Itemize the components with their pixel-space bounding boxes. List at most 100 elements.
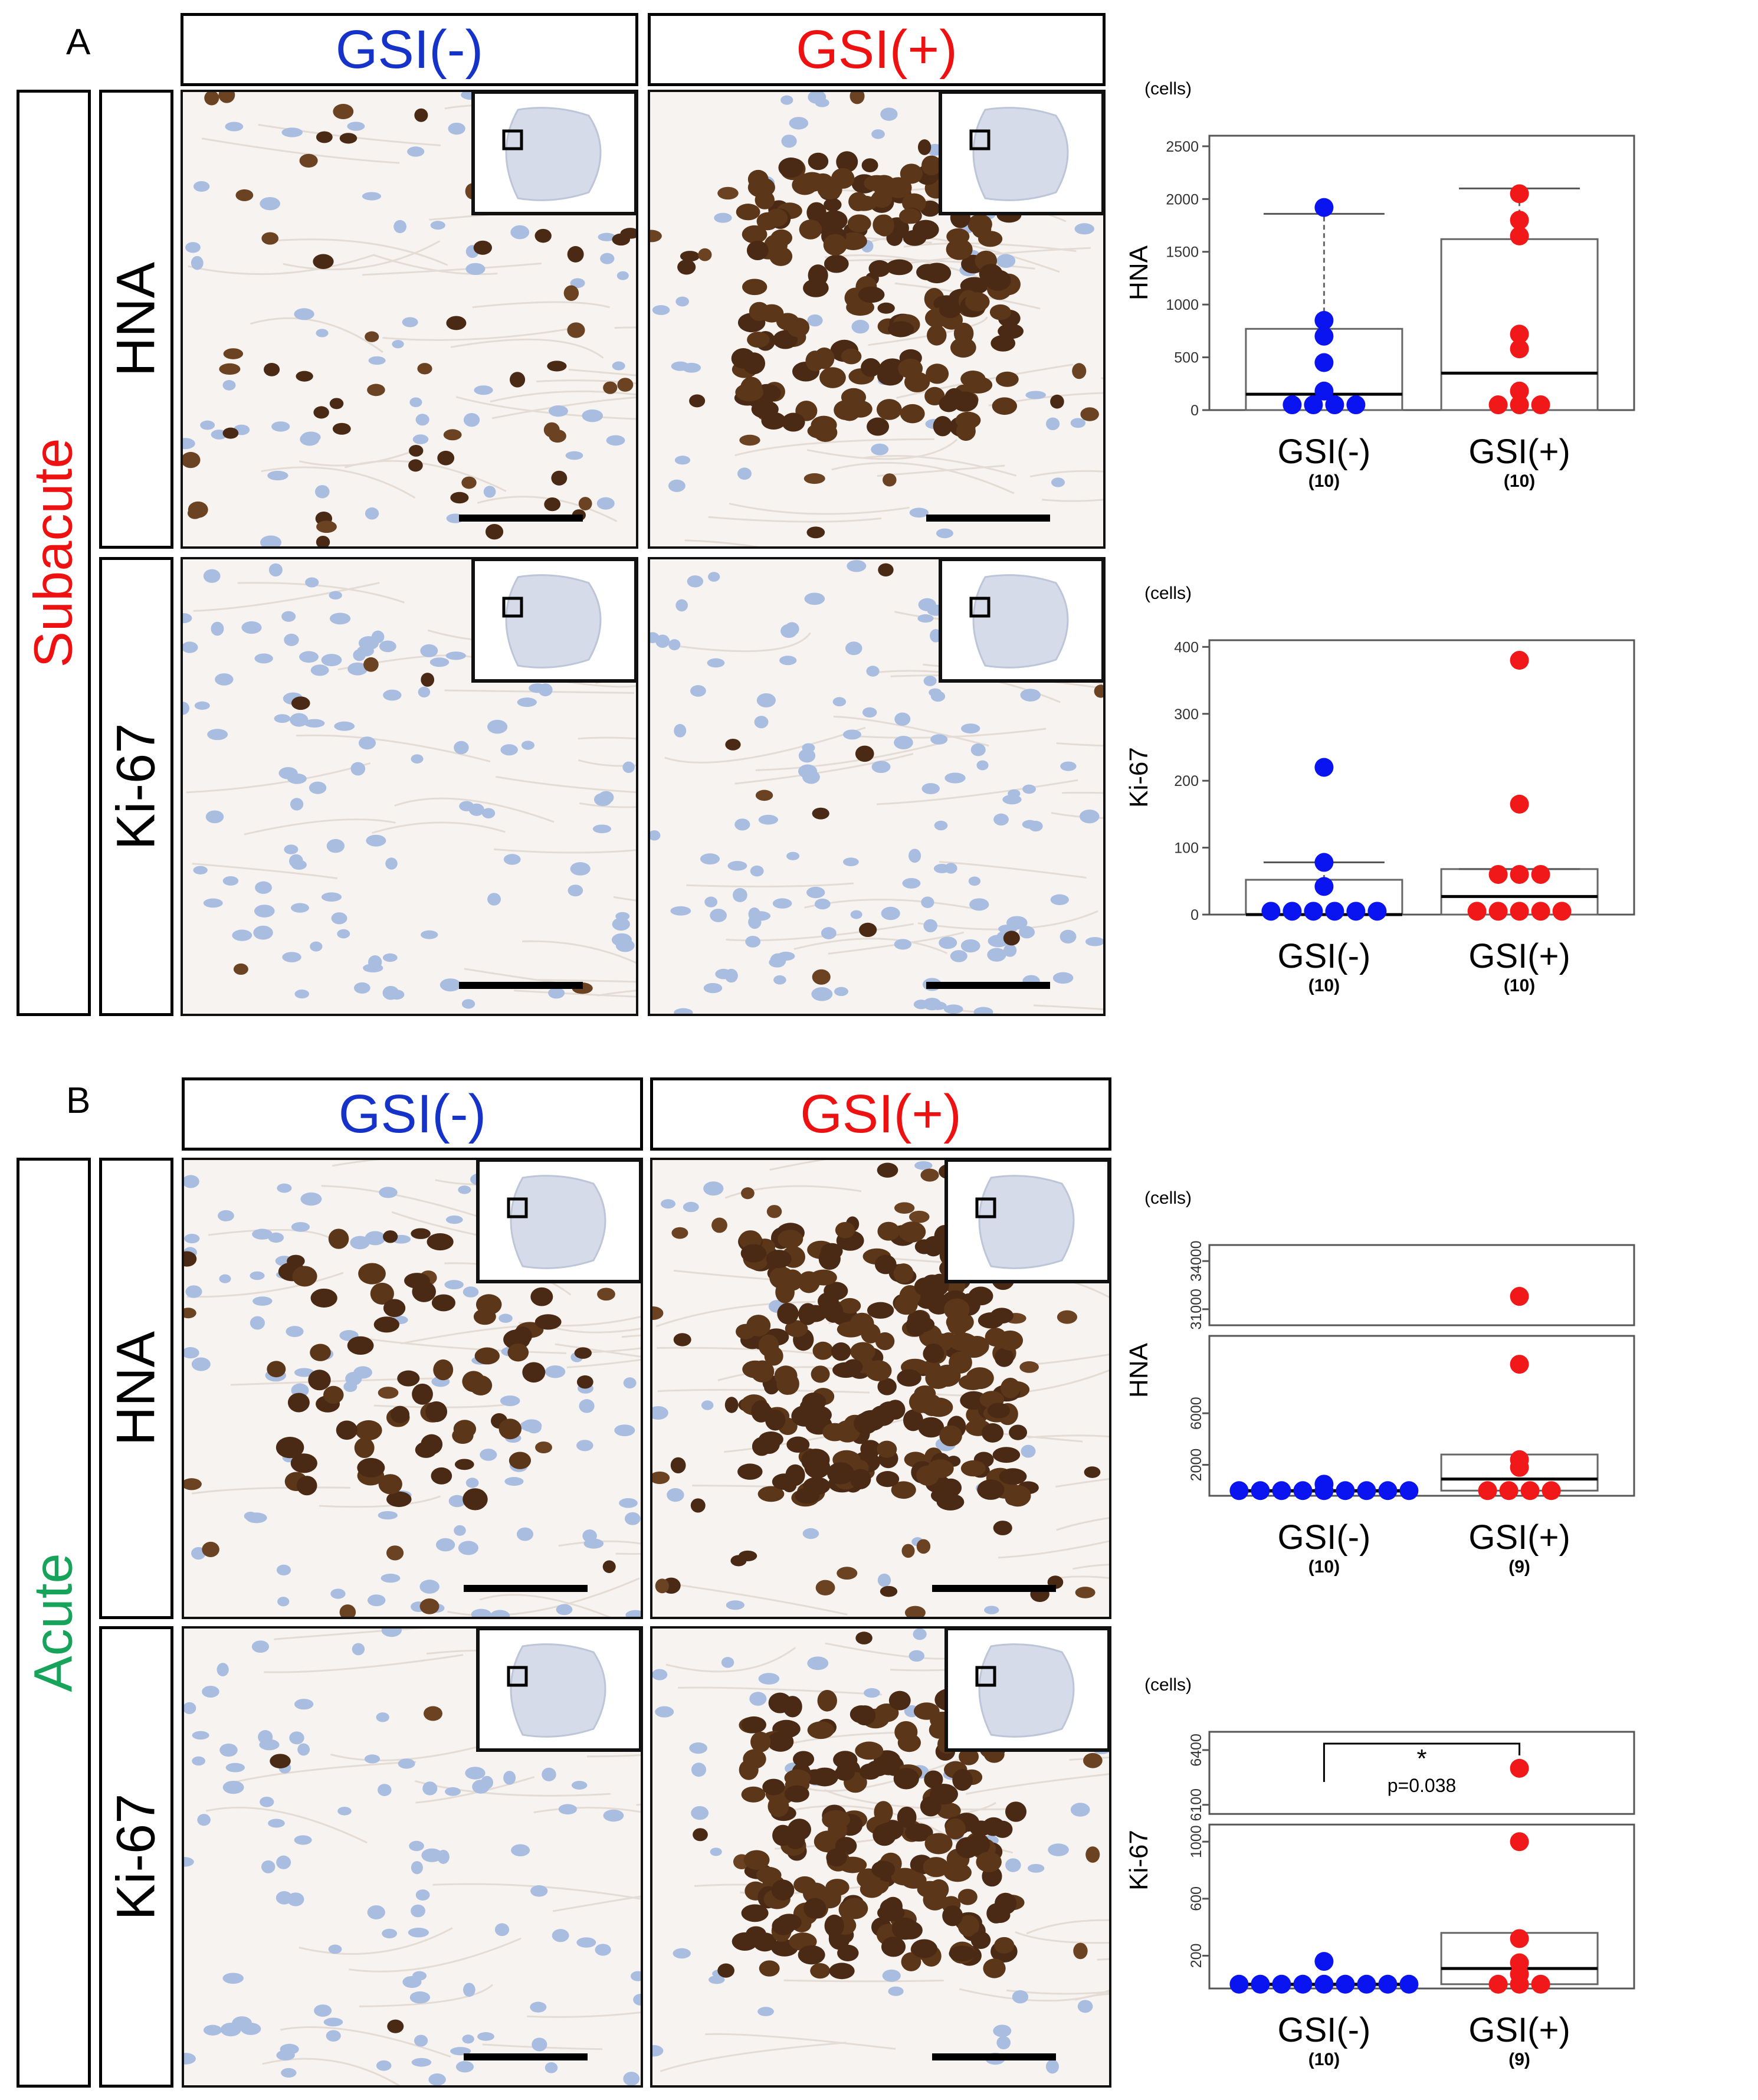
nucleus-brown: [861, 158, 878, 173]
nucleus-blue: [276, 1564, 291, 1576]
nucleus-brown: [798, 1303, 818, 1325]
x-category-label: GSI(+): [1468, 433, 1570, 471]
nucleus-blue: [542, 1767, 556, 1781]
nucleus-brown: [323, 1385, 344, 1404]
nucleus-blue: [703, 1181, 724, 1196]
nucleus-blue: [1027, 1863, 1045, 1873]
nucleus-blue: [222, 380, 236, 391]
nucleus-blue: [440, 978, 461, 992]
nucleus-blue: [378, 1511, 398, 1520]
y-tick-label: 1000: [1166, 297, 1199, 313]
nucleus-blue: [334, 721, 355, 731]
micrograph-b-hna-neg: [182, 1158, 643, 1619]
nucleus-brown: [999, 1468, 1027, 1485]
nucleus-brown: [425, 1401, 448, 1423]
tissue-fiber: [831, 461, 1015, 494]
nucleus-blue: [408, 1928, 429, 1938]
tissue-fiber: [1028, 1434, 1109, 1439]
nucleus-blue: [652, 2045, 664, 2057]
nucleus-brown: [878, 563, 894, 577]
nucleus-blue: [371, 630, 385, 644]
nucleus-brown: [677, 259, 696, 275]
nucleus-brown: [652, 1471, 670, 1485]
brain-section-inset-icon: [471, 92, 636, 215]
nucleus-brown: [992, 397, 1018, 415]
nucleus-brown: [671, 1227, 688, 1239]
nucleus-blue: [241, 621, 262, 634]
nucleus-brown: [908, 1391, 933, 1413]
nucleus-brown: [717, 186, 739, 200]
nucleus-brown: [850, 1705, 873, 1724]
x-category-label: GSI(+): [1468, 937, 1570, 975]
nucleus-brown: [784, 1785, 809, 1803]
nucleus-brown: [512, 1326, 532, 1345]
nucleus-blue: [419, 1580, 440, 1594]
nucleus-blue: [382, 985, 399, 1000]
nucleus-brown: [807, 1721, 835, 1739]
nucleus-blue: [222, 1780, 244, 1794]
data-point: [1314, 353, 1334, 372]
tissue-fiber: [734, 752, 914, 785]
nucleus-blue: [185, 1285, 202, 1298]
nucleus-brown: [261, 232, 279, 245]
nucleus-blue: [687, 575, 704, 588]
nucleus-brown: [233, 963, 248, 975]
tissue-fiber: [1041, 499, 1103, 502]
nucleus-brown: [785, 1320, 808, 1338]
nucleus-blue: [944, 772, 966, 784]
y-tick-label: 200: [1188, 1944, 1205, 1968]
nucleus-blue: [596, 497, 615, 510]
nucleus-blue: [530, 1885, 548, 1897]
nucleus-brown: [876, 1471, 900, 1488]
nucleus-brown: [831, 1342, 851, 1361]
nucleus-blue: [612, 361, 625, 371]
nucleus-blue: [668, 479, 686, 492]
nucleus-blue: [1022, 784, 1036, 794]
nucleus-blue: [814, 898, 831, 910]
tissue-fiber: [614, 326, 636, 329]
data-point: [1346, 902, 1366, 921]
nucleus-blue: [749, 1692, 767, 1706]
nucleus-brown: [920, 1168, 939, 1182]
nucleus-brown: [742, 225, 768, 244]
tissue-image: [650, 559, 1103, 1014]
nucleus-brown: [824, 198, 842, 212]
tissue-fiber: [415, 1775, 535, 1804]
plot-frame: [1208, 1335, 1635, 1497]
data-point: [1272, 1974, 1291, 1994]
nucleus-blue: [961, 723, 980, 734]
data-point: [1541, 1481, 1561, 1501]
nucleus-brown: [950, 338, 976, 358]
nucleus-blue: [770, 953, 786, 968]
nucleus-brown: [347, 1336, 374, 1355]
nucleus-brown: [898, 1221, 926, 1243]
nucleus-blue: [650, 830, 661, 841]
nucleus-blue: [414, 2035, 428, 2047]
nucleus-blue: [215, 673, 234, 686]
nucleus-blue: [877, 1573, 891, 1587]
tissue-fiber: [359, 1984, 494, 2007]
data-point: [1314, 1952, 1334, 1971]
nucleus-brown: [522, 1362, 546, 1383]
nucleus-brown: [923, 1236, 944, 1257]
nucleus-brown: [927, 1459, 954, 1478]
tissue-fiber: [455, 396, 636, 420]
nucleus-brown: [976, 1852, 1002, 1872]
data-point: [1304, 395, 1323, 415]
nucleus-blue: [1019, 926, 1035, 939]
nucleus-brown: [437, 450, 455, 466]
micrograph-b-hna-pos: [650, 1158, 1111, 1619]
nucleus-brown: [787, 317, 810, 338]
tissue-fiber: [490, 390, 636, 403]
brain-section-inset-icon: [471, 559, 636, 683]
tissue-fiber: [188, 254, 375, 275]
nucleus-blue: [402, 1975, 422, 1988]
tissue-fiber: [450, 338, 604, 359]
nucleus-brown: [861, 358, 881, 377]
nucleus-blue: [862, 707, 877, 718]
tissue-fiber: [949, 1008, 1003, 1014]
data-point: [1357, 1481, 1376, 1501]
nucleus-brown: [507, 1343, 529, 1362]
nucleus-blue: [622, 761, 635, 774]
tissue-fiber: [684, 539, 759, 546]
